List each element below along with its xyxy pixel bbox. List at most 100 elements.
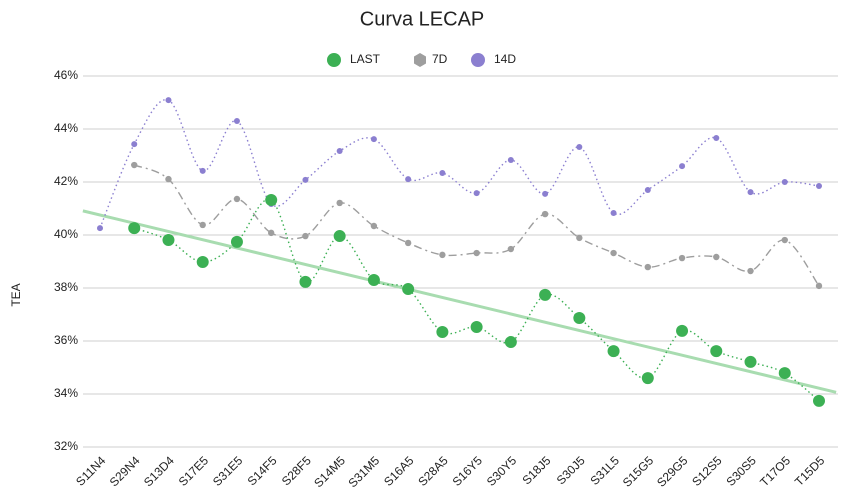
data-point [402,283,415,296]
data-point [607,345,620,358]
data-point [405,176,412,183]
data-point [610,210,617,217]
y-axis-label: TEA [9,283,23,306]
data-point [713,253,720,261]
data-point [679,163,686,170]
data-point [641,372,654,385]
x-tick-label: S31E5 [210,453,246,489]
data-point [370,222,378,230]
data-point [265,194,278,207]
data-point [747,189,754,196]
data-point [367,274,380,287]
data-point [504,336,517,349]
data-point [816,182,822,189]
y-tick-label: 40% [54,227,78,241]
x-tick-label: S13D4 [141,453,177,489]
series-line [133,164,820,287]
data-point [781,236,788,244]
x-tick-label: S29G5 [654,453,691,490]
data-point [233,118,240,125]
x-tick-label: S14M5 [311,453,348,490]
data-point [97,225,103,232]
data-point [336,199,343,207]
x-tick-label: S16Y5 [450,453,486,489]
data-point [573,311,586,324]
data-point [128,222,141,235]
data-point [539,288,552,301]
x-tick-label: S30Y5 [484,453,520,489]
y-tick-label: 34% [54,386,78,400]
legend-marker [414,53,426,67]
legend-marker [327,53,341,67]
x-tick-label: S17E5 [176,453,212,489]
data-point [302,232,309,240]
x-tick-label: S30S5 [724,453,760,489]
data-point [267,229,275,237]
data-point [676,324,689,337]
data-point [299,275,312,288]
y-tick-label: 36% [54,333,78,347]
data-point [507,157,514,164]
data-point [436,325,449,338]
legend-marker [471,53,485,67]
data-point [233,195,241,203]
data-point [165,175,172,183]
legend-label: 7D [432,52,448,66]
data-point [813,394,825,407]
data-point [542,190,549,197]
x-tick-label: S18J5 [519,453,553,487]
data-point [131,141,138,148]
x-tick-label: S29N4 [107,453,143,489]
x-tick-label: S31L5 [587,453,622,488]
data-point [333,230,346,243]
series-line [134,198,820,402]
data-point [781,179,788,185]
trend-line [82,209,837,394]
chart-title: Curva LECAP [360,8,485,30]
y-tick-label: 46% [54,68,78,82]
data-point [576,144,583,151]
data-point [778,367,791,380]
data-point [370,136,377,143]
data-point [678,254,686,262]
legend-label: LAST [350,52,381,66]
data-point [541,210,549,218]
data-point [336,147,343,154]
data-point [199,221,206,229]
data-point [165,97,172,104]
y-tick-label: 38% [54,280,78,294]
data-point [230,235,243,248]
legend: LAST 7D 14D [327,52,516,67]
series-line [99,99,820,229]
data-point [199,167,206,174]
x-tick-label: S30J5 [554,453,588,487]
x-tick-label: S12S5 [689,453,725,489]
data-point [473,190,480,197]
data-point [302,176,309,183]
data-point [610,249,617,257]
x-tick-label: S28A5 [415,453,451,489]
data-point [162,234,175,247]
data-point [439,251,446,259]
data-point [404,239,412,247]
data-point [507,245,515,253]
x-tick-label: S16A5 [381,453,417,489]
data-point [644,186,651,193]
x-tick-label: S28F5 [279,453,314,488]
x-tick-label: S15G5 [620,453,657,490]
data-point [747,267,754,275]
data-point [576,234,583,242]
data-point [131,161,138,169]
data-point [439,169,446,176]
legend-label: 14D [494,52,516,66]
x-tick-label: S31M5 [345,453,382,490]
data-point [470,320,483,333]
y-tick-label: 42% [54,174,78,188]
data-point [713,135,720,142]
x-tick-label: S11N4 [73,453,108,488]
data-point [473,249,480,257]
y-tick-label: 32% [54,439,78,453]
x-tick-label: S14F5 [245,453,280,488]
data-point [815,282,823,290]
